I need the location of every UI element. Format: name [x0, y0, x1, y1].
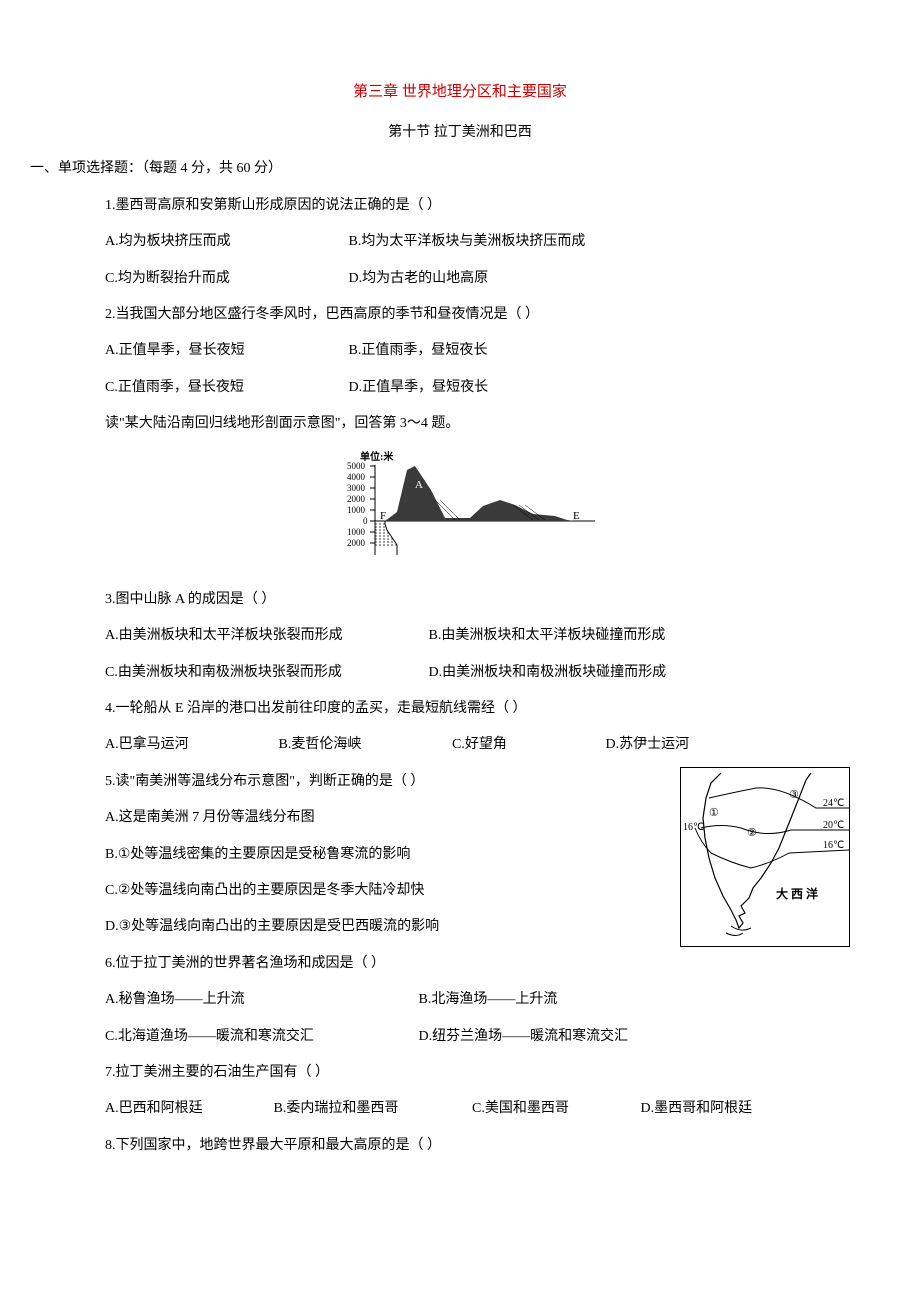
q6-options-row2: C.北海道渔场——暖流和寒流交汇 D.纽芬兰渔场——暖流和寒流交汇 — [105, 1026, 850, 1048]
q1-options-row1: A.均为板块挤压而成 B.均为太平洋板块与美洲板块挤压而成 — [105, 231, 850, 253]
svg-text:16℃: 16℃ — [823, 840, 844, 851]
q1-optC: C.均为断裂抬升而成 — [105, 268, 315, 290]
q2-optB: B.正值雨季，昼短夜长 — [349, 340, 488, 362]
q2-options-row1: A.正值旱季，昼长夜短 B.正值雨季，昼短夜长 — [105, 340, 850, 362]
svg-text:5000: 5000 — [347, 461, 366, 471]
q4-optD: D.苏伊士运河 — [606, 734, 690, 756]
q3-optA: A.由美洲板块和太平洋板块张裂而形成 — [105, 625, 395, 647]
svg-text:②: ② — [747, 827, 757, 839]
svg-text:3000: 3000 — [347, 483, 366, 493]
intro-q34: 读"某大陆沿南回归线地形剖面示意图"，回答第 3～4 题。 — [105, 413, 850, 435]
svg-text:①: ① — [709, 807, 719, 819]
q8-text: 8.下列国家中，地跨世界最大平原和最大高原的是（ ） — [105, 1135, 850, 1157]
chart-label-E: E — [573, 510, 580, 522]
q2-text: 2.当我国大部分地区盛行冬季风时，巴西高原的季节和昼夜情况是（ ） — [105, 304, 850, 326]
chart-label-F: F — [380, 510, 386, 522]
q3-options-row1: A.由美洲板块和太平洋板块张裂而形成 B.由美洲板块和太平洋板块碰撞而形成 — [105, 625, 850, 647]
q3-optD: D.由美洲板块和南极洲板块碰撞而形成 — [429, 662, 667, 684]
q3-options-row2: C.由美洲板块和南极洲板块张裂而形成 D.由美洲板块和南极洲板块碰撞而形成 — [105, 662, 850, 684]
section1-header: 一、单项选择题：（每题 4 分，共 60 分） — [30, 158, 850, 180]
q7-optC: C.美国和墨西哥 — [472, 1098, 607, 1120]
q1-optD: D.均为古老的山地高原 — [349, 268, 489, 290]
q7-text: 7.拉丁美洲主要的石油生产国有（ ） — [105, 1062, 850, 1084]
q1-optB: B.均为太平洋板块与美洲板块挤压而成 — [349, 231, 586, 253]
q6-optB: B.北海渔场——上升流 — [419, 989, 558, 1011]
svg-text:20℃: 20℃ — [823, 820, 844, 831]
svg-text:2000: 2000 — [347, 494, 366, 504]
q2-optC: C.正值雨季，昼长夜短 — [105, 377, 315, 399]
q6-optC: C.北海道渔场——暖流和寒流交汇 — [105, 1026, 385, 1048]
q3-optC: C.由美洲板块和南极洲板块张裂而形成 — [105, 662, 395, 684]
q6-options-row1: A.秘鲁渔场——上升流 B.北海渔场——上升流 — [105, 989, 850, 1011]
q4-optA: A.巴拿马运河 — [105, 734, 245, 756]
svg-text:③: ③ — [789, 789, 799, 801]
land-profile — [385, 466, 575, 521]
q1-options-row2: C.均为断裂抬升而成 D.均为古老的山地高原 — [105, 268, 850, 290]
section-title: 第十节 拉丁美洲和巴西 — [70, 122, 850, 144]
q7-optD: D.墨西哥和阿根廷 — [641, 1098, 753, 1120]
q6-optD: D.纽芬兰渔场——暖流和寒流交汇 — [419, 1026, 629, 1048]
q3-text: 3.图中山脉 A 的成因是（ ） — [105, 589, 850, 611]
chapter-title: 第三章 世界地理分区和主要国家 — [70, 80, 850, 104]
isotherm-map-svg: 24℃ 20℃ 16℃ 16℃ ① ② ③ 大 西 洋 — [681, 768, 849, 946]
q4-optC: C.好望角 — [452, 734, 572, 756]
q4-optB: B.麦哲伦海峡 — [279, 734, 419, 756]
q7-optB: B.委内瑞拉和墨西哥 — [274, 1098, 439, 1120]
svg-text:0: 0 — [363, 516, 368, 526]
q4-options: A.巴拿马运河 B.麦哲伦海峡 C.好望角 D.苏伊士运河 — [105, 734, 850, 756]
q1-optA: A.均为板块挤压而成 — [105, 231, 315, 253]
q2-options-row2: C.正值雨季，昼长夜短 D.正值旱季，昼短夜长 — [105, 377, 850, 399]
profile-chart-svg: 单位:米 5000 4000 3000 2000 1000 0 1000 200… — [315, 450, 605, 565]
chart-label-A: A — [415, 479, 423, 491]
ocean-label: 大 西 洋 — [776, 886, 818, 901]
q6-optA: A.秘鲁渔场——上升流 — [105, 989, 385, 1011]
chart-unit-label: 单位:米 — [360, 450, 394, 463]
q7-options: A.巴西和阿根廷 B.委内瑞拉和墨西哥 C.美国和墨西哥 D.墨西哥和阿根廷 — [105, 1098, 850, 1120]
q6-text: 6.位于拉丁美洲的世界著名渔场和成因是（ ） — [105, 953, 850, 975]
svg-text:24℃: 24℃ — [823, 798, 844, 809]
q7-optA: A.巴西和阿根廷 — [105, 1098, 240, 1120]
isotherm-map: 24℃ 20℃ 16℃ 16℃ ① ② ③ 大 西 洋 — [680, 767, 850, 947]
svg-text:1000: 1000 — [347, 527, 366, 537]
q2-optD: D.正值旱季，昼短夜长 — [349, 377, 489, 399]
profile-chart: 单位:米 5000 4000 3000 2000 1000 0 1000 200… — [70, 450, 850, 573]
svg-text:2000: 2000 — [347, 538, 366, 548]
svg-text:1000: 1000 — [347, 505, 366, 515]
q2-optA: A.正值旱季，昼长夜短 — [105, 340, 315, 362]
q4-text: 4.一轮船从 E 沿岸的港口出发前往印度的孟买，走最短航线需经（ ） — [105, 698, 850, 720]
svg-text:16℃: 16℃ — [683, 822, 704, 833]
q1-text: 1.墨西哥高原和安第斯山形成原因的说法正确的是（ ） — [105, 195, 850, 217]
svg-text:4000: 4000 — [347, 472, 366, 482]
q3-optB: B.由美洲板块和太平洋板块碰撞而形成 — [429, 625, 666, 647]
